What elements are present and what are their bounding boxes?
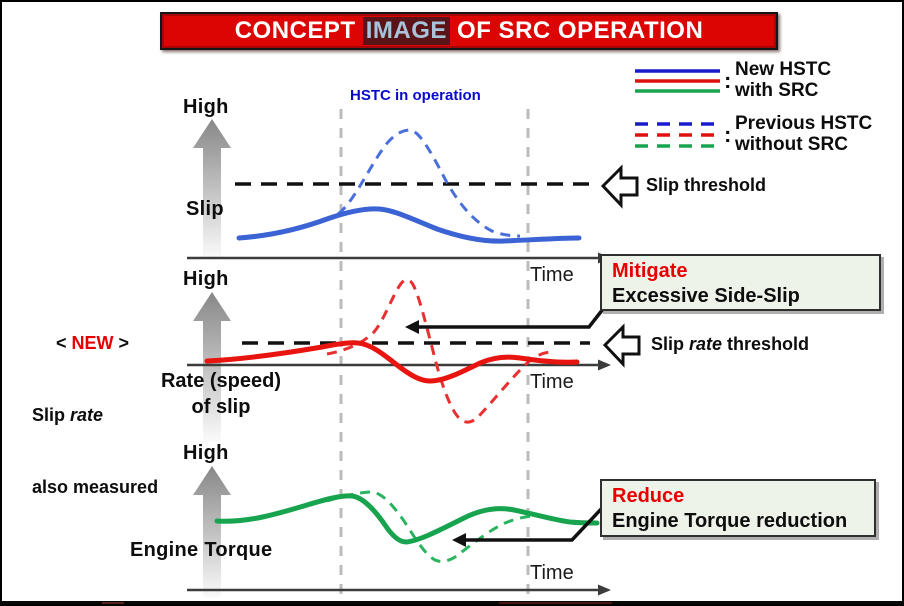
legend-solid-colon: : bbox=[724, 68, 732, 93]
bottom-strip bbox=[2, 601, 902, 604]
mitigate-callout-body: Excessive Side-Slip bbox=[612, 285, 800, 307]
torque-time-label: Time bbox=[530, 562, 574, 584]
torque-high-label: High bbox=[183, 442, 229, 464]
new-badge-word: NEW bbox=[71, 333, 114, 353]
new-badge-close: > bbox=[113, 333, 130, 353]
new-badge-open: < bbox=[56, 333, 72, 353]
rate-axis-label-line2: of slip bbox=[191, 396, 251, 418]
slip-high-arrow bbox=[193, 119, 231, 259]
legend-solid-label: New HSTC with SRC bbox=[735, 59, 831, 101]
new-note-rate: rate bbox=[70, 405, 104, 425]
reduce-callout-title: Reduce bbox=[612, 485, 685, 507]
slip-axis-label: Slip bbox=[186, 198, 224, 220]
slip-previous-curve bbox=[337, 128, 521, 238]
legend-solid-line1: New HSTC bbox=[735, 59, 832, 80]
slip-threshold-arrow-icon bbox=[600, 164, 639, 209]
title-highlight: IMAGE bbox=[362, 17, 450, 45]
torque-axis-label: Engine Torque bbox=[130, 539, 273, 561]
hstc-in-operation-label: HSTC in operation bbox=[350, 87, 481, 104]
new-note-slip: Slip bbox=[32, 405, 71, 425]
reduce-pointer-line bbox=[461, 504, 606, 542]
rate-axis-arrowhead-icon bbox=[598, 359, 611, 371]
bottom-strip-red-segment-right bbox=[499, 602, 612, 604]
slip-new-curve bbox=[236, 206, 582, 244]
new-badge: < NEW > bbox=[32, 331, 158, 355]
legend-dashed-line2: without SRC bbox=[735, 134, 848, 155]
slip-high-label: High bbox=[183, 96, 229, 118]
slide-title: CONCEPT IMAGE OF SRC OPERATION bbox=[160, 12, 778, 50]
mitigate-callout-box: Mitigate Excessive Side-Slip bbox=[600, 254, 881, 311]
reduce-callout-box: Reduce Engine Torque reduction bbox=[600, 479, 876, 537]
legend-solid-swatch bbox=[635, 69, 720, 93]
bottom-strip-red-segment-left bbox=[102, 602, 124, 604]
legend-dashed-line1: Previous HSTC bbox=[735, 113, 873, 134]
rate-axis-label-line1: Rate (speed) bbox=[160, 370, 282, 392]
slip-rate-threshold-label: Slip rate threshold bbox=[651, 334, 809, 355]
rate-time-label: Time bbox=[530, 371, 574, 393]
title-suffix: OF SRC OPERATION bbox=[449, 17, 704, 44]
torque-new-curve bbox=[214, 493, 600, 545]
legend-dashed-label: Previous HSTC without SRC bbox=[735, 113, 872, 155]
rate-previous-curve bbox=[326, 278, 553, 424]
new-note-line2: Slip rate bbox=[32, 403, 158, 427]
rate-axis-label: Rate (speed) of slip bbox=[145, 368, 297, 420]
slip-rate-threshold-post: threshold bbox=[722, 334, 810, 354]
rate-new-curve bbox=[204, 340, 580, 384]
torque-previous-curve bbox=[326, 490, 537, 563]
reduce-pointer-arrowhead-icon bbox=[452, 533, 466, 547]
rate-high-arrow bbox=[193, 292, 231, 442]
torque-high-arrow bbox=[193, 466, 231, 598]
new-note-line3: also measured bbox=[32, 477, 159, 497]
legend-solid-line2: with SRC bbox=[735, 80, 819, 101]
title-prefix: CONCEPT bbox=[234, 17, 363, 44]
slip-rate-threshold-italic: rate bbox=[689, 334, 723, 354]
legend-dashed-colon: : bbox=[724, 122, 732, 147]
mitigate-pointer-arrowhead-icon bbox=[405, 320, 419, 334]
reduce-callout-body: Engine Torque reduction bbox=[612, 510, 848, 532]
rate-high-label: High bbox=[183, 268, 229, 290]
legend-dashed-swatch bbox=[635, 122, 720, 148]
mitigate-pointer-line bbox=[414, 293, 616, 329]
mitigate-callout-title: Mitigate bbox=[612, 260, 688, 282]
slip-rate-threshold-arrow-icon bbox=[602, 323, 641, 368]
slip-rate-threshold-pre: Slip bbox=[651, 334, 690, 354]
slip-time-label: Time bbox=[530, 264, 574, 286]
new-feature-note: < NEW > Slip rate also measured bbox=[32, 283, 158, 547]
torque-axis-arrowhead-icon bbox=[598, 584, 611, 596]
slip-threshold-label: Slip threshold bbox=[646, 175, 767, 195]
